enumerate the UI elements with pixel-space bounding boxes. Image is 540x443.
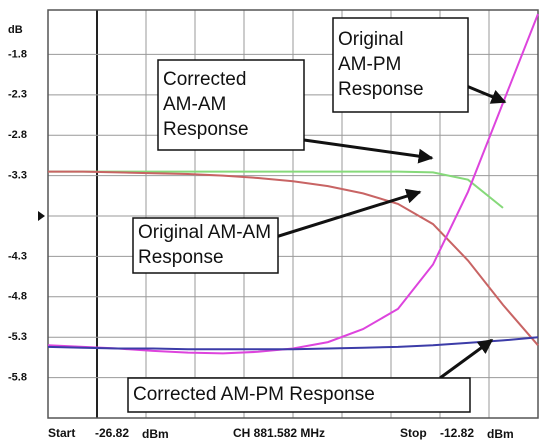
y-tick-label: -4.8 — [8, 291, 27, 303]
annotation-text: AM-AM — [163, 94, 226, 115]
y-tick-label: -5.8 — [8, 372, 27, 384]
y-tick-label: -1.8 — [8, 48, 27, 60]
footer-start: Start — [48, 426, 75, 440]
series-line — [47, 336, 539, 351]
annotation-arrow — [439, 338, 494, 380]
annotation-text: Corrected AM-PM Response — [133, 384, 375, 405]
annotation-text: AM-PM — [338, 54, 401, 75]
annotation-box — [332, 17, 469, 113]
y-tick-label: -2.8 — [8, 129, 27, 141]
annotation-text: Response — [163, 119, 249, 140]
annotation-arrow — [303, 138, 434, 164]
annotation-text: Response — [138, 247, 224, 268]
y-tick-label: -5.3 — [8, 331, 27, 343]
y-unit: dB — [8, 24, 23, 36]
footer-center: CH 881.582 MHz — [233, 426, 325, 440]
series-line — [48, 170, 539, 346]
annotation-box — [127, 377, 471, 413]
annotation-text: Original — [338, 29, 403, 50]
y-tick-label: -2.3 — [8, 89, 27, 101]
y-tick-label: -3.3 — [8, 170, 27, 182]
footer-unit: dBm — [142, 427, 169, 441]
annotation-box — [132, 217, 279, 274]
annotation-box — [157, 59, 305, 151]
footer-start-value: -26.82 — [95, 426, 129, 440]
reference-marker — [38, 211, 45, 222]
footer-unit: dBm — [487, 427, 514, 441]
footer-stop-value: -12.82 — [440, 426, 474, 440]
footer-stop: Stop — [400, 426, 427, 440]
annotation-text: Corrected — [163, 69, 246, 90]
annotation-text: Original AM-AM — [138, 222, 271, 243]
plot-frame — [47, 9, 539, 419]
annotation-text: Response — [338, 79, 424, 100]
y-tick-label: -4.3 — [8, 250, 27, 262]
